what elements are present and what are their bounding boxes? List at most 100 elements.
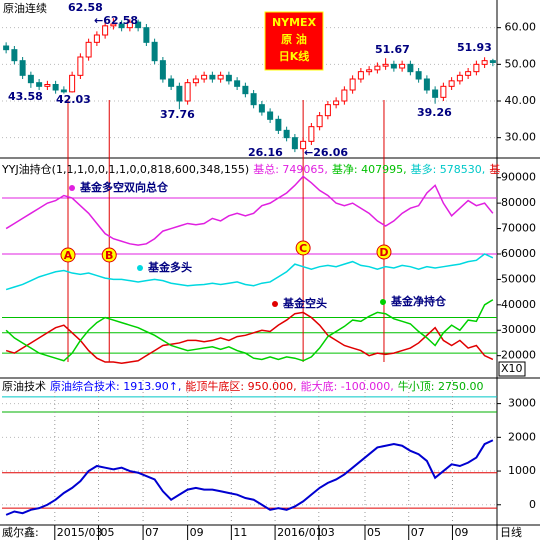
x-tick-label: 05 [367, 526, 381, 539]
candle-body [93, 34, 100, 43]
candle-body [473, 63, 480, 73]
x-tick-label: 09 [190, 526, 204, 539]
candle-body [192, 78, 199, 84]
series-line [5, 439, 494, 516]
candle-body [308, 126, 315, 142]
y-tick-label: 50000 [501, 272, 536, 285]
price-annotation: 42.03 [56, 93, 91, 106]
candle-body [374, 65, 381, 71]
candle-body [415, 71, 422, 80]
x-tick-label: 11 [233, 526, 247, 539]
candle-body [102, 25, 109, 36]
chart-title: 原油连续 [3, 1, 47, 15]
candle-body [258, 104, 265, 113]
price-annotation: 62.58 [68, 1, 103, 14]
y-tick-label: 80000 [501, 196, 536, 209]
legend-label: 基金多空双向总仓 [79, 180, 169, 194]
candle-body [225, 74, 232, 82]
candle-body [77, 56, 84, 76]
candle-body [324, 104, 331, 117]
marker-circle [376, 244, 392, 260]
candle-body [217, 74, 224, 80]
legend-dot [137, 265, 143, 271]
header-item: 能大底: -100.000, [301, 379, 394, 393]
legend-label: 基金空头 [282, 296, 327, 310]
marker-label: B [105, 249, 113, 262]
x-axis-right-label: 日线 [500, 525, 522, 539]
x-tick-label: 2016/01 [277, 526, 323, 539]
legend-dot [272, 301, 278, 307]
y-tick-label: 1000 [508, 464, 536, 477]
x-tick-label: 2015/03 [57, 526, 103, 539]
candle-body [69, 74, 76, 93]
scale-note-box [498, 361, 526, 377]
candle-body [118, 23, 125, 29]
candle-body [341, 89, 348, 102]
candle-body [27, 74, 34, 84]
y-tick-label: 40000 [501, 298, 536, 311]
candle-body [333, 100, 340, 106]
candle-body [316, 115, 323, 128]
candle-body [440, 85, 447, 98]
candle-body [366, 69, 373, 73]
candle-body [201, 74, 208, 80]
candle-body [3, 45, 10, 51]
candle-body [456, 74, 463, 82]
logo-text: 日K线 [279, 49, 310, 63]
header-item: 基净: 407995, [332, 162, 407, 176]
candle-body [110, 23, 117, 27]
candle-body [44, 84, 51, 87]
candle-body [267, 111, 274, 120]
candle-body [283, 129, 290, 139]
candle-body [407, 63, 414, 73]
candle-body [448, 80, 455, 87]
x-tick-label: 07 [145, 526, 159, 539]
price-annotation: ←62.58 [94, 14, 138, 27]
candle-body [399, 63, 406, 69]
candle-body [465, 71, 472, 76]
candle-body [184, 82, 191, 102]
x-axis-left-label: 威尔鑫: [2, 525, 39, 539]
price-annotation: 43.58 [8, 90, 43, 103]
candle-body [357, 71, 364, 80]
series-line [5, 299, 494, 362]
candle-body [234, 80, 241, 87]
candle-body [390, 63, 397, 69]
header-item: 基 [489, 163, 500, 176]
price-annotation: 51.93 [457, 41, 492, 54]
candle-body [242, 85, 249, 95]
candle-body [85, 41, 92, 58]
price-annotation: 26.16 [248, 146, 283, 159]
y-tick-label: 30.00 [505, 131, 537, 144]
y-tick-label: 3000 [508, 397, 536, 410]
candle-body [382, 63, 389, 67]
x-tick-label: 07 [411, 526, 425, 539]
x-tick-label: 05 [101, 526, 115, 539]
candle-body [159, 60, 166, 80]
panel-title-text: 原油技术 [2, 379, 46, 393]
price-annotation: 51.67 [375, 43, 410, 56]
y-tick-label: 40.00 [505, 94, 537, 107]
candle-body [300, 140, 307, 150]
candle-body [275, 118, 282, 131]
y-tick-label: 90000 [501, 171, 536, 184]
candle-body [489, 60, 496, 64]
header-item: 牛小顶: 2750.00 [398, 379, 484, 393]
logo-text: NYMEX [272, 16, 317, 29]
candle-body [481, 60, 488, 65]
y-tick-label: 50.00 [505, 57, 537, 70]
legend-label: 基金多头 [147, 260, 192, 274]
candle-body [52, 84, 59, 91]
candle-body [423, 78, 430, 91]
y-tick-label: 60000 [501, 247, 536, 260]
header-item: 原油综合技术: 1913.90↑, [50, 379, 181, 393]
scale-note: X10 [501, 362, 523, 375]
panel-title: YYJ油持仓(1,1,1,0,0,1,1,0,0,818,600,348,155… [1, 162, 500, 176]
series-line [5, 253, 494, 291]
series-line [5, 175, 494, 246]
logo-box [264, 11, 324, 71]
series-line [5, 311, 494, 365]
candle-body [250, 93, 257, 106]
